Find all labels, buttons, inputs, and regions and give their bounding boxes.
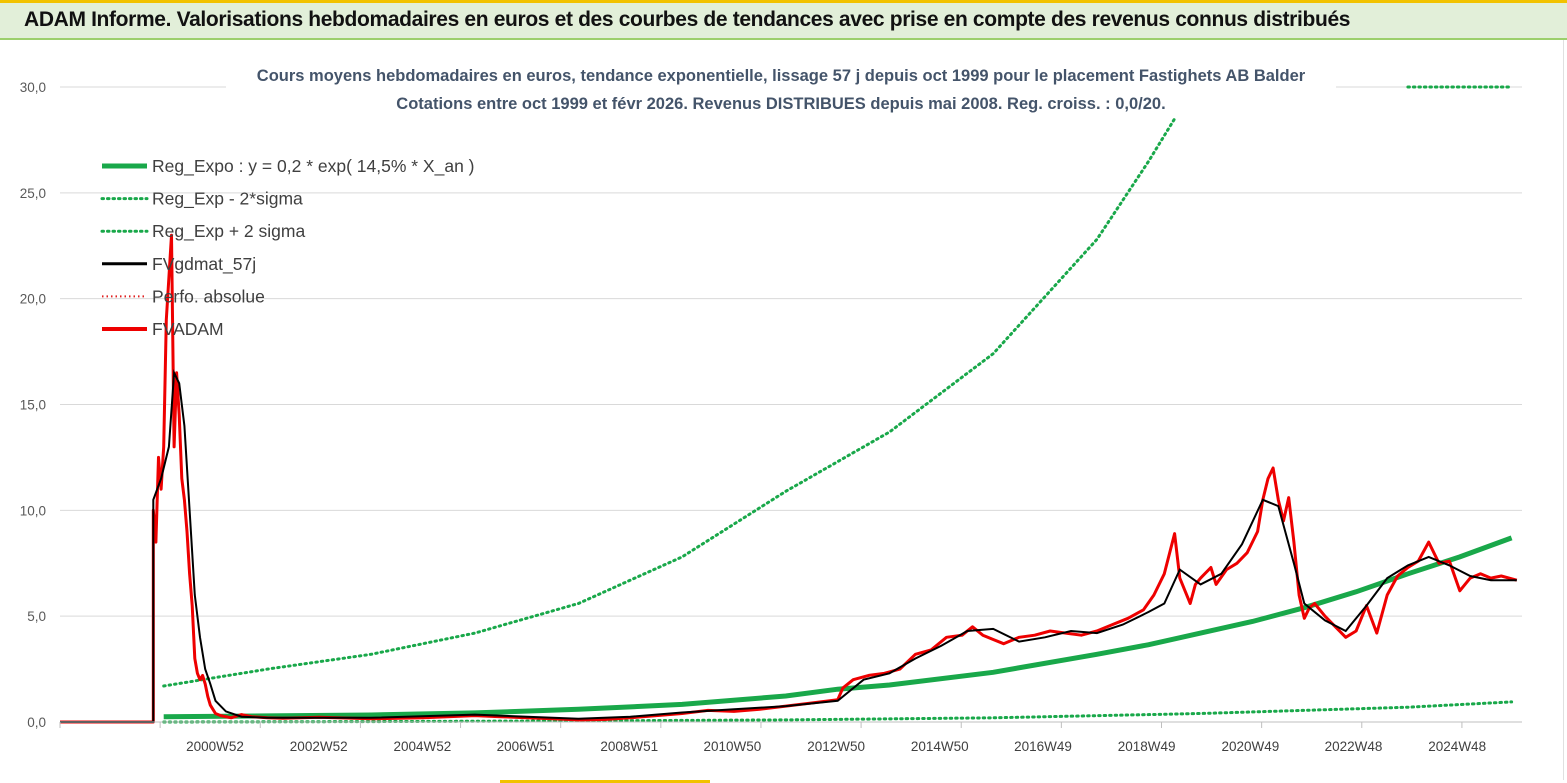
x-tick-label: 2004W52 [393,739,451,754]
x-tick-label: 2002W52 [290,739,348,754]
y-tick-label: 30,0 [20,80,46,95]
chart-title-line1: Cours moyens hebdomadaires en euros, ten… [257,67,1306,85]
x-tick-label: 2010W50 [704,739,762,754]
x-tick-label: 2000W52 [186,739,244,754]
series-line [60,233,1518,724]
header-bar: ADAM Informe. Valorisations hebdomadaire… [0,3,1567,40]
y-tick-label: 20,0 [20,292,46,307]
x-tick-label: 2016W49 [1014,739,1072,754]
series-line [162,117,1177,688]
series-layer [60,85,1518,724]
y-tick-label: 10,0 [20,503,46,518]
x-tick-label: 2012W50 [807,739,865,754]
legend-label: FVgdmat_57j [152,254,256,275]
series-line [162,700,1514,724]
axes: 0,0 5,0 10,0 15,0 20,0 25,0 30,0 2000W52 2002W52… [20,80,1522,754]
legend-label: FVADAM [152,319,224,339]
x-tick-label: 2024W48 [1428,739,1486,754]
x-tick-label: 2008W51 [600,739,658,754]
title-background [226,62,1336,116]
x-tick-label: 2020W49 [1221,739,1279,754]
y-tick-label: 0,0 [27,715,46,730]
legend-label: Perfo. absolue [152,286,265,306]
series-line [163,535,1513,720]
legend: Reg_Expo : y = 0,2 * exp( 14,5% * X_an )… [100,156,475,339]
x-tick-label: 2014W50 [911,739,969,754]
page-title: ADAM Informe. Valorisations hebdomadaire… [24,8,1351,31]
legend-label: Reg_Exp - 2*sigma [152,189,303,210]
legend-label: Reg_Exp + 2 sigma [152,221,305,242]
bottom-accent-strip [500,780,710,783]
legend-label: Reg_Expo : y = 0,2 * exp( 14,5% * X_an ) [152,156,475,177]
y-tick-label: 25,0 [20,186,46,201]
series-line [60,368,1517,723]
y-tick-label: 5,0 [27,609,46,624]
right-edge [1563,40,1567,780]
x-tick-label: 2006W51 [497,739,555,754]
top-accent-strip [0,0,1567,3]
y-tick-label: 15,0 [20,398,46,413]
chart: 0,0 5,0 10,0 15,0 20,0 25,0 30,0 2000W52 2002W52… [20,62,1522,754]
x-tick-label: 2022W48 [1325,739,1383,754]
gridlines [60,86,1522,723]
chart-title-line2: Cotations entre oct 1999 et févr 2026. R… [396,95,1165,113]
x-tick-label: 2018W49 [1118,739,1176,754]
